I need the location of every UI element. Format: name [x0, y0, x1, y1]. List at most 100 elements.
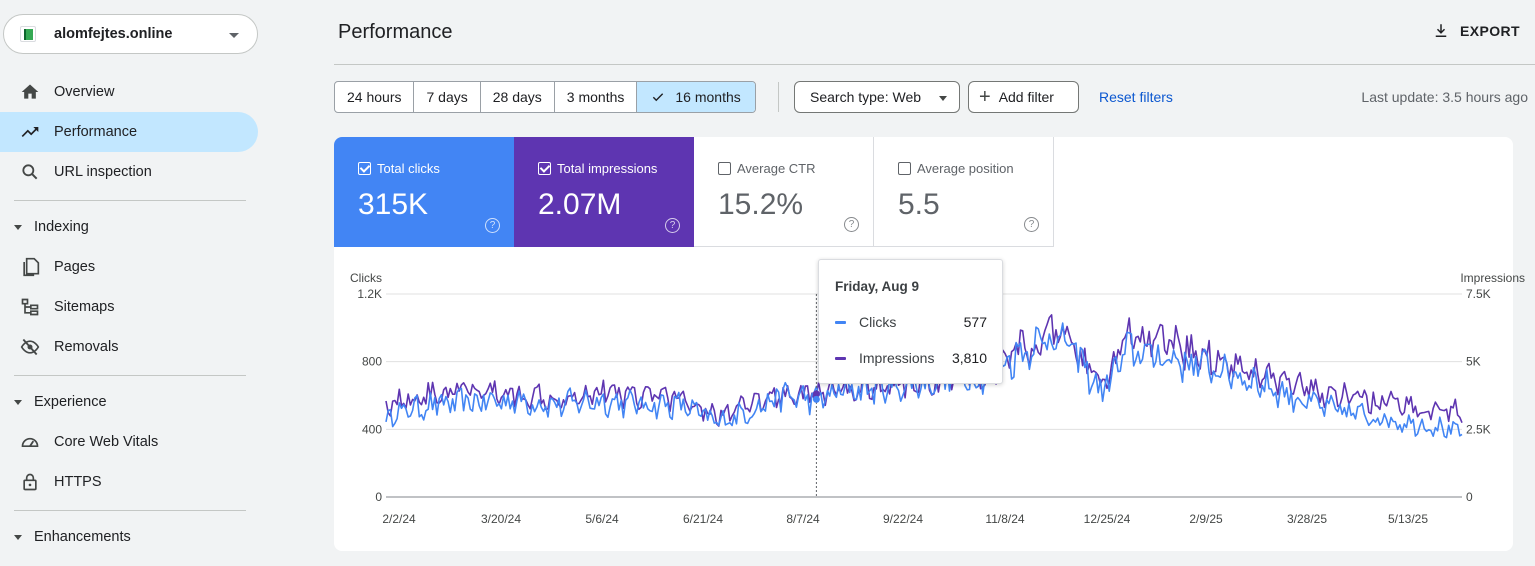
- y2-tick-label: 0: [1466, 490, 1473, 504]
- metric-average-ctr[interactable]: Average CTR 15.2% ?: [694, 137, 874, 247]
- sidebar-item-sitemaps[interactable]: Sitemaps: [0, 287, 258, 327]
- tooltip-series-value: 577: [963, 314, 987, 330]
- property-name: alomfejtes.online: [54, 26, 173, 42]
- clicks-hover-point: [812, 395, 820, 403]
- tooltip-row-clicks: Clicks 577: [835, 314, 987, 330]
- trending-up-icon: [20, 122, 40, 142]
- sidebar-item-label: Pages: [54, 259, 96, 275]
- range-3-months[interactable]: 3 months: [555, 82, 638, 112]
- search-type-label: Search type: Web: [810, 89, 922, 105]
- sidebar-item-label: HTTPS: [54, 474, 102, 490]
- collapse-caret-icon: [14, 399, 22, 405]
- dropdown-caret-icon: [229, 33, 239, 38]
- last-update-text: Last update: 3.5 hours ago: [1361, 89, 1528, 105]
- y2-tick-label: 2.5K: [1466, 422, 1491, 436]
- series-swatch: [835, 320, 846, 324]
- checkmark-icon: [653, 93, 664, 102]
- sidebar-item-url-inspection[interactable]: URL inspection: [0, 152, 258, 192]
- home-icon: [20, 82, 40, 102]
- metric-label: Total impressions: [557, 161, 658, 176]
- x-tick-label: 9/22/24: [883, 512, 923, 526]
- range-28-days[interactable]: 28 days: [481, 82, 555, 112]
- checkbox-unchecked-icon[interactable]: [898, 162, 911, 175]
- x-tick-label: 8/7/24: [786, 512, 820, 526]
- lock-icon: [20, 472, 40, 492]
- sidebar-divider: [14, 200, 246, 201]
- metric-value: 5.5: [898, 188, 940, 221]
- metric-average-position[interactable]: Average position 5.5 ?: [874, 137, 1054, 247]
- x-tick-label: 2/2/24: [382, 512, 416, 526]
- metric-label: Total clicks: [377, 161, 440, 176]
- chart-tooltip: Friday, Aug 9 Clicks 577 Impressions 3,8…: [818, 259, 1003, 384]
- checkbox-checked-icon[interactable]: [538, 162, 551, 175]
- metric-total-clicks[interactable]: Total clicks 315K ?: [334, 137, 514, 247]
- range-label: 16 months: [675, 89, 741, 105]
- x-tick-label: 12/25/24: [1084, 512, 1131, 526]
- y-tick-label: 0: [375, 490, 382, 504]
- site-favicon-icon: [20, 26, 36, 42]
- x-tick-label: 11/8/24: [985, 512, 1024, 526]
- sidebar-item-core-web-vitals[interactable]: Core Web Vitals: [0, 422, 258, 462]
- metric-value: 15.2%: [718, 188, 804, 221]
- sidebar-item-label: Removals: [54, 339, 119, 355]
- dropdown-caret-icon: [939, 96, 947, 101]
- help-icon[interactable]: ?: [844, 217, 859, 232]
- sidebar-item-pages[interactable]: Pages: [0, 247, 258, 287]
- section-indexing[interactable]: Indexing: [0, 207, 258, 247]
- metric-label: Average position: [917, 161, 1014, 176]
- add-filter-label: Add filter: [998, 89, 1054, 105]
- sidebar-divider: [14, 510, 246, 511]
- add-filter-button[interactable]: + Add filter: [968, 81, 1079, 113]
- x-tick-label: 5/13/25: [1388, 512, 1428, 526]
- sitemap-icon: [20, 297, 40, 317]
- sidebar-item-removals[interactable]: Removals: [0, 327, 258, 367]
- range-24-hours[interactable]: 24 hours: [335, 82, 415, 112]
- section-label: Enhancements: [34, 529, 131, 545]
- export-button[interactable]: EXPORT: [1432, 22, 1520, 40]
- y-axis-label: Clicks: [350, 271, 382, 285]
- section-label: Indexing: [34, 219, 89, 235]
- x-tick-label: 6/21/24: [683, 512, 723, 526]
- sidebar-item-performance[interactable]: Performance: [0, 112, 258, 152]
- tooltip-date: Friday, Aug 9: [835, 279, 920, 294]
- download-icon: [1435, 24, 1447, 37]
- sidebar-item-overview[interactable]: Overview: [0, 72, 258, 112]
- eye-off-icon: [20, 337, 40, 357]
- section-label: Experience: [34, 394, 107, 410]
- y-tick-label: 1.2K: [357, 287, 382, 301]
- collapse-caret-icon: [14, 224, 22, 230]
- x-tick-label: 2/9/25: [1189, 512, 1223, 526]
- tooltip-series-value: 3,810: [951, 350, 987, 366]
- filter-divider: [778, 82, 779, 112]
- sidebar-item-label: URL inspection: [54, 164, 152, 180]
- page-title: Performance: [338, 21, 453, 43]
- checkbox-checked-icon[interactable]: [358, 162, 371, 175]
- property-selector[interactable]: alomfejtes.online: [3, 14, 258, 54]
- series-swatch: [835, 356, 846, 360]
- y-tick-label: 800: [362, 355, 382, 369]
- section-enhancements[interactable]: Enhancements: [0, 517, 258, 557]
- y2-tick-label: 7.5K: [1466, 287, 1491, 301]
- sidebar-item-label: Core Web Vitals: [54, 434, 159, 450]
- help-icon[interactable]: ?: [1024, 217, 1039, 232]
- tooltip-series-name: Clicks: [859, 314, 897, 330]
- sidebar-item-https[interactable]: HTTPS: [0, 462, 258, 502]
- collapse-caret-icon: [14, 534, 22, 540]
- checkbox-unchecked-icon[interactable]: [718, 162, 731, 175]
- reset-filters-link[interactable]: Reset filters: [1099, 89, 1173, 105]
- range-7-days[interactable]: 7 days: [414, 82, 481, 112]
- x-tick-label: 3/20/24: [481, 512, 521, 526]
- search-icon: [20, 162, 40, 182]
- help-icon[interactable]: ?: [485, 218, 500, 233]
- section-experience[interactable]: Experience: [0, 382, 258, 422]
- search-type-dropdown[interactable]: Search type: Web: [794, 81, 960, 113]
- metric-total-impressions[interactable]: Total impressions 2.07M ?: [514, 137, 694, 247]
- header-divider: [334, 64, 1535, 65]
- x-tick-label: 3/28/25: [1287, 512, 1327, 526]
- date-range-group: 24 hours 7 days 28 days 3 months 16 mont…: [334, 81, 756, 113]
- help-icon[interactable]: ?: [665, 218, 680, 233]
- range-16-months[interactable]: 16 months: [637, 82, 755, 112]
- y2-tick-label: 5K: [1466, 355, 1481, 369]
- tooltip-row-impressions: Impressions 3,810: [835, 350, 987, 366]
